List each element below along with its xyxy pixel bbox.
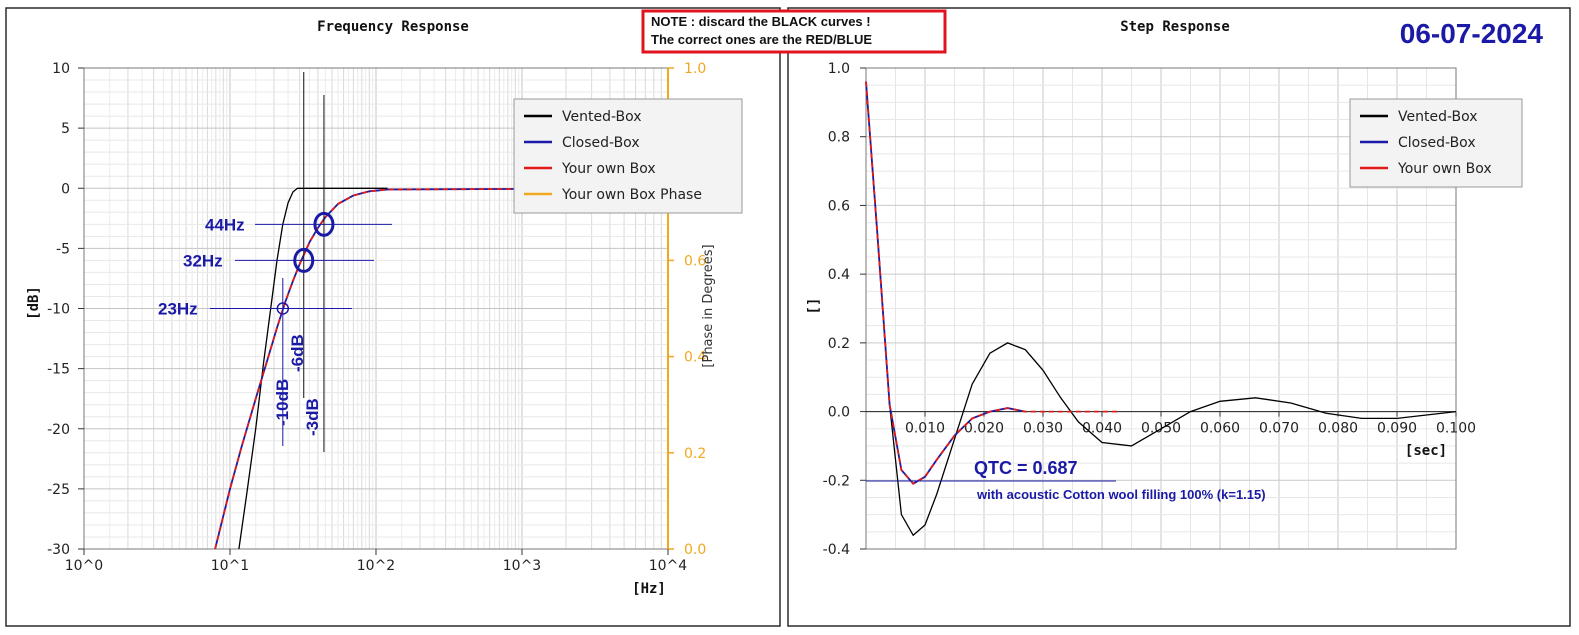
annotation-level-label: -10dB: [273, 379, 292, 426]
frequency-ytick-label: -10: [47, 302, 70, 318]
frequency-y2label: [Phase in Degrees]: [701, 244, 716, 367]
frequency-xtick-label: 10^1: [211, 558, 249, 574]
step-title: Step Response: [1120, 19, 1230, 35]
frequency-ytick-label: 0: [61, 181, 70, 197]
step-ytick-label: 0.0: [828, 405, 850, 421]
frequency-xtick-label: 10^0: [65, 558, 103, 574]
annotation-level-label: -3dB: [303, 398, 322, 436]
step-xlabel: [sec]: [1405, 443, 1447, 459]
legend-entry: Your own Box Phase: [561, 187, 702, 203]
legend-entry: Closed-Box: [562, 135, 640, 151]
frequency-ylabel: [dB]: [26, 286, 42, 320]
phase-tick-label: 0.6: [684, 253, 706, 269]
annotation-frequency-label: 23Hz: [158, 300, 198, 319]
step-ytick-label: 1.0: [828, 61, 850, 77]
frequency-ytick-label: -25: [47, 482, 70, 498]
qtc-label: QTC = 0.687: [974, 458, 1078, 478]
step-ytick-label: 0.8: [828, 130, 850, 146]
frequency-xtick-label: 10^4: [649, 558, 688, 574]
step-ytick-label: 0.4: [828, 267, 850, 283]
step-xtick-label: 0.070: [1259, 421, 1299, 437]
step-series-your-own-box: [865, 81, 1120, 485]
frequency-xlabel: [Hz]: [632, 581, 666, 597]
frequency-ytick-label: 5: [61, 121, 70, 137]
step-plot-area: [865, 67, 1457, 550]
step-xtick-label: 0.080: [1318, 421, 1358, 437]
note-line-1: NOTE : discard the BLACK curves !: [651, 14, 871, 29]
legend-entry: Your own Box: [1397, 161, 1492, 177]
step-ylabel: []: [806, 298, 822, 315]
step-ytick-label: -0.2: [823, 473, 850, 489]
phase-tick-label: 0.2: [684, 446, 706, 462]
step-ytick-label: 0.6: [828, 198, 850, 214]
legend-entry: Vented-Box: [562, 109, 642, 125]
note-line-2: The correct ones are the RED/BLUE: [651, 32, 872, 47]
frequency-ytick-label: -20: [47, 422, 70, 438]
step-xtick-label: 0.090: [1377, 421, 1417, 437]
step-xtick-label: 0.010: [905, 421, 945, 437]
phase-tick-label: 0.4: [684, 350, 706, 366]
step-xtick-label: 0.030: [1023, 421, 1063, 437]
annotation-frequency-label: 44Hz: [205, 215, 245, 234]
annotation-level-label: -6dB: [288, 334, 307, 372]
frequency-ytick-label: -15: [47, 362, 70, 378]
frequency-ytick-label: -30: [47, 542, 70, 558]
step-xtick-label: 0.060: [1200, 421, 1240, 437]
annotation-marker: [313, 211, 335, 237]
frequency-legend: Vented-Box Closed-Box Your own Box Your own…: [513, 98, 743, 214]
step-xtick-label: 0.100: [1436, 421, 1476, 437]
frequency-ytick-label: 10: [52, 61, 70, 77]
frequency-title: Frequency Response: [317, 19, 469, 35]
annotation-frequency-label: 32Hz: [183, 251, 223, 270]
filling-label: with acoustic Cotton wool filling 100% (…: [976, 487, 1266, 502]
note-box: NOTE : discard the BLACK curves ! The co…: [641, 9, 947, 54]
frequency-series-vented-box: [238, 187, 388, 550]
frequency-xtick-label: 10^3: [503, 558, 541, 574]
legend-entry: Your own Box: [561, 161, 656, 177]
step-ytick-label: -0.4: [823, 542, 850, 558]
frequency-series-your-own-box: [214, 187, 669, 550]
date-label: 06-07-2024: [1400, 18, 1544, 49]
step-legend: Vented-Box Closed-Box Your own Box: [1349, 98, 1523, 188]
phase-tick-label: 0.0: [684, 542, 706, 558]
frequency-xtick-label: 10^2: [357, 558, 395, 574]
step-series-vented-box: [865, 81, 1457, 537]
phase-tick-label: 1.0: [684, 61, 706, 77]
step-ytick-label: 0.2: [828, 336, 850, 352]
step-xtick-label: 0.040: [1082, 421, 1122, 437]
legend-entry: Vented-Box: [1398, 109, 1478, 125]
step-xtick-label: 0.020: [964, 421, 1004, 437]
annotation-marker: [276, 302, 290, 315]
annotation-marker: [293, 247, 315, 273]
frequency-ytick-label: -5: [56, 241, 70, 257]
legend-entry: Closed-Box: [1398, 135, 1476, 151]
